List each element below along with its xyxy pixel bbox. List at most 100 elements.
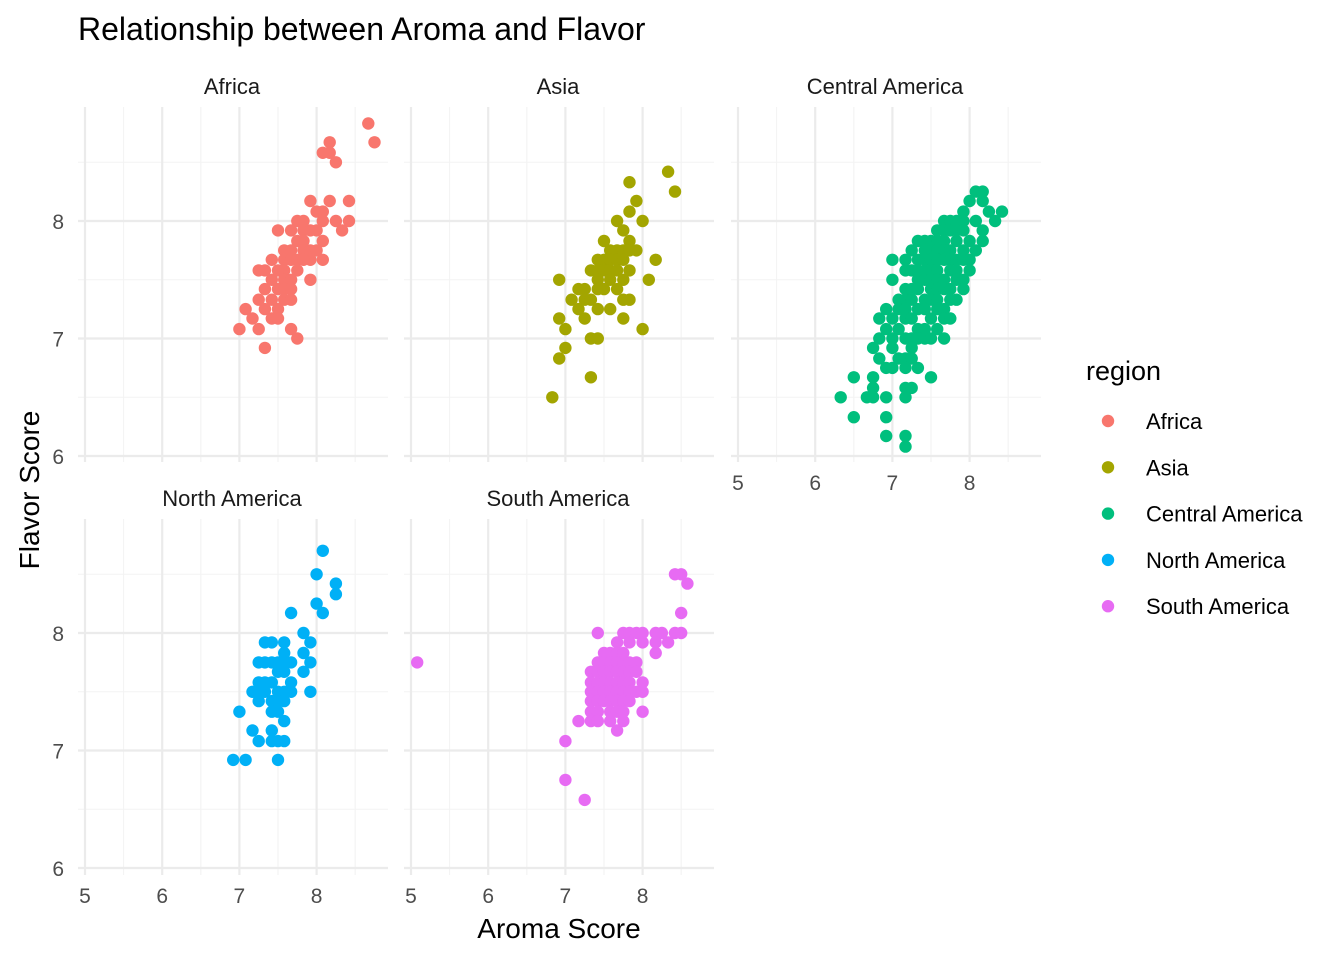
data-point — [610, 724, 624, 737]
data-point — [880, 322, 893, 336]
x-tick-label: 8 — [964, 472, 976, 495]
x-tick-label: 8 — [311, 885, 323, 908]
data-point — [342, 194, 356, 208]
data-point — [963, 253, 976, 266]
data-point — [636, 322, 649, 336]
data-point — [617, 273, 630, 286]
facet-panel-central-america: Central America 5 6 7 8 — [731, 74, 1041, 495]
data-point — [623, 264, 636, 277]
data-point — [265, 253, 278, 266]
data-point — [304, 273, 317, 286]
data-point — [584, 293, 598, 306]
data-point — [963, 194, 976, 208]
data-point — [950, 234, 963, 248]
data-point — [931, 293, 944, 306]
data-point — [969, 244, 982, 257]
data-point — [591, 302, 604, 316]
data-point — [886, 312, 899, 325]
data-point — [866, 391, 880, 404]
data-point — [661, 636, 675, 649]
data-point — [316, 606, 329, 620]
gridlines — [404, 519, 714, 875]
legend-label: Central America — [1146, 502, 1303, 527]
data-point — [227, 753, 240, 767]
data-point — [623, 676, 636, 689]
facet-strip-label: Africa — [204, 74, 261, 99]
data-point — [265, 273, 278, 286]
legend-item-central-america: Central America — [1101, 502, 1303, 527]
data-point — [284, 676, 298, 689]
data-point — [323, 194, 336, 208]
data-point — [310, 597, 323, 610]
data-point — [675, 606, 688, 620]
facet-strip-label: South America — [486, 486, 630, 511]
data-point — [278, 646, 291, 660]
data-point — [905, 352, 918, 365]
x-tick-label: 5 — [732, 472, 744, 495]
data-point — [892, 322, 905, 336]
data-point — [310, 568, 323, 581]
chart-title: Relationship between Aroma and Flavor — [78, 11, 646, 47]
data-point — [957, 224, 970, 237]
data-point — [668, 185, 682, 198]
y-axis-title: Flavor Score — [14, 411, 45, 570]
data-point — [911, 282, 925, 296]
data-point — [304, 656, 317, 669]
facet-panel-africa: Africa 6 7 8 — [52, 74, 388, 469]
data-point — [559, 322, 572, 336]
x-tick-label: 5 — [405, 885, 417, 908]
legend-label: South America — [1146, 594, 1290, 619]
data-point — [252, 694, 265, 708]
data-point — [630, 665, 643, 678]
facet-strip-label: Central America — [807, 74, 964, 99]
data-point — [834, 391, 847, 404]
data-point — [617, 646, 630, 660]
x-tick-label: 7 — [560, 885, 572, 908]
data-point — [905, 293, 918, 306]
data-point — [944, 244, 957, 257]
data-point — [675, 568, 688, 581]
data-point — [636, 636, 649, 649]
data-point — [565, 293, 578, 306]
data-point — [278, 665, 291, 678]
data-point — [937, 273, 951, 286]
data-point — [982, 205, 996, 218]
data-point — [284, 656, 298, 669]
data-point — [880, 391, 893, 404]
legend-label: Asia — [1146, 455, 1190, 480]
series-north-america — [227, 544, 343, 767]
data-point — [931, 264, 944, 277]
data-point — [559, 734, 572, 748]
data-point — [886, 332, 899, 345]
legend-item-south-america: South America — [1101, 594, 1290, 619]
data-point — [957, 205, 970, 218]
data-point — [866, 381, 880, 395]
data-point — [271, 302, 285, 316]
data-point — [623, 694, 636, 708]
data-point — [661, 165, 675, 178]
data-point — [617, 714, 630, 728]
x-tick-label: 7 — [887, 472, 899, 495]
data-point — [847, 371, 860, 384]
data-point — [937, 302, 951, 316]
data-point — [258, 302, 272, 316]
data-point — [899, 440, 912, 453]
data-point — [304, 194, 317, 208]
data-point — [681, 577, 694, 590]
data-point — [297, 665, 310, 678]
data-point — [329, 214, 343, 228]
data-point — [297, 234, 310, 248]
data-point — [252, 322, 265, 336]
data-point — [924, 332, 938, 345]
data-point — [284, 244, 298, 257]
y-tick-label: 6 — [52, 446, 64, 469]
data-point — [642, 273, 655, 286]
data-point — [636, 685, 649, 698]
data-point — [988, 214, 1002, 228]
data-point — [873, 352, 886, 365]
data-point — [944, 282, 957, 296]
data-point — [591, 626, 604, 640]
data-point — [880, 302, 893, 316]
data-point — [649, 636, 662, 649]
